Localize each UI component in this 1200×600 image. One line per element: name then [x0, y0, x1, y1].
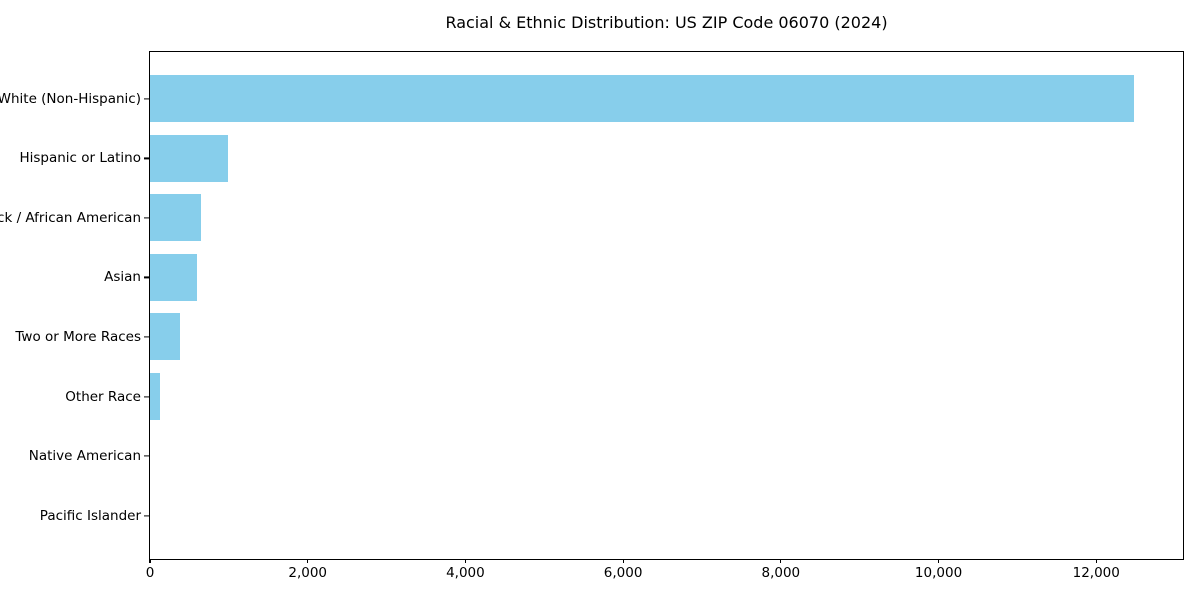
x-tick-mark — [622, 559, 624, 563]
x-tick-mark — [307, 559, 309, 563]
y-tick-mark — [144, 98, 149, 100]
x-tick-label: 8,000 — [761, 565, 801, 581]
x-tick-mark — [937, 559, 940, 563]
x-tick-label: 0 — [145, 565, 155, 581]
chart-row: Hispanic or Latino — [19, 129, 1183, 189]
bar — [150, 313, 181, 361]
y-tick-mark — [144, 217, 149, 219]
chart-row: Other Race — [65, 367, 1183, 427]
y-tick-mark — [144, 515, 149, 517]
chart-row: Two or More Races — [15, 307, 1183, 367]
x-tick-label: 6,000 — [603, 565, 643, 581]
y-tick-mark — [144, 276, 149, 278]
x-tick-label: 10,000 — [914, 565, 963, 581]
y-category-label: Black / African American — [0, 209, 141, 226]
bar — [150, 75, 1135, 123]
y-category-label: Native American — [28, 448, 141, 465]
bar — [150, 253, 198, 301]
chart-row: Asian — [104, 248, 1183, 308]
plot-rows: White (Non-Hispanic) Hispanic or Latino Bl… — [0, 52, 1183, 559]
x-tick-mark — [1095, 559, 1097, 563]
chart-row: Native American — [29, 426, 1183, 486]
y-category-label: White (Non-Hispanic) — [0, 90, 141, 107]
chart-row: Black / African American — [0, 188, 1183, 248]
x-tick-label: 2,000 — [288, 565, 328, 581]
y-tick-mark — [144, 395, 149, 398]
chart-row: Pacific Islander — [40, 486, 1183, 546]
y-tick-mark — [144, 336, 149, 338]
x-tick-mark — [780, 559, 782, 563]
bar — [150, 373, 160, 420]
chart-title: Racial & Ethnic Distribution: US ZIP Cod… — [445, 13, 888, 32]
x-tick-mark — [464, 559, 466, 563]
x-tick-label: 4,000 — [446, 565, 485, 581]
chart-row: White (Non-Hispanic) — [0, 69, 1183, 129]
y-category-label: Pacific Islander — [39, 507, 141, 524]
x-tick-label: 12,000 — [1072, 565, 1120, 581]
y-category-label: Hispanic or Latino — [19, 150, 141, 167]
y-tick-mark — [144, 455, 149, 457]
y-category-label: Asian — [104, 269, 141, 286]
bar — [150, 134, 229, 182]
x-tick-mark — [149, 559, 151, 563]
y-category-label: Two or More Races — [15, 328, 141, 345]
x-axis: 0 2,000 4,000 6,000 8,000 10,000 12,000 — [146, 559, 1183, 589]
bar — [150, 194, 202, 242]
y-tick-mark — [144, 157, 149, 159]
y-category-label: Other Race — [65, 388, 141, 405]
plot-area: White (Non-Hispanic) Hispanic or Latino Bl… — [0, 51, 1184, 581]
